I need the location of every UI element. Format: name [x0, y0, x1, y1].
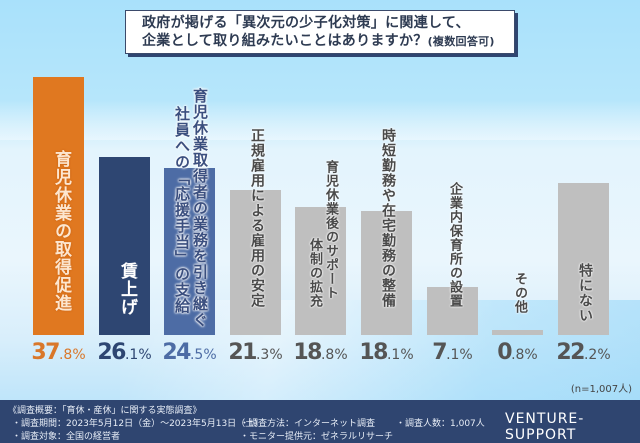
title-line-2: 企業として取り組みたいことはありますか？(複数回答可)	[142, 32, 514, 51]
value-decimal: .3%	[255, 347, 283, 363]
bar-label: 企業内保育所の設置	[447, 182, 462, 308]
bar	[33, 77, 84, 335]
bar	[427, 287, 478, 335]
footer-period: ・調査期間：2023年5月12日（金）～2023年5月13日（土）	[12, 419, 264, 429]
bar-value-label: 18.1%	[352, 340, 422, 370]
value-decimal: .5%	[189, 347, 217, 363]
value-integer: 18	[359, 340, 388, 365]
bar-label: 育児休業の取得促進	[51, 150, 71, 312]
bar-value-label: 7.1%	[418, 340, 488, 370]
footer-heading: 《調査概要：「育休・産休」に関する実態調査》	[8, 406, 202, 416]
value-integer: 18	[293, 340, 322, 365]
value-integer: 26	[97, 340, 126, 365]
value-decimal: .8%	[320, 347, 348, 363]
value-decimal: .8%	[58, 347, 86, 363]
title-line-1: 政府が掲げる「異次元の少子化対策」に関連して、	[142, 14, 470, 31]
bar-value-label: 37.8%	[24, 340, 94, 370]
value-decimal: .1%	[386, 347, 414, 363]
value-integer: 21	[228, 340, 257, 365]
title-note: (複数回答可)	[427, 34, 495, 48]
bar	[295, 207, 346, 335]
footer-provider: ・モニター提供元：ゼネラルリサーチ	[240, 432, 394, 442]
background-band	[0, 100, 640, 140]
bar-label: その他	[512, 272, 527, 314]
footer-target: ・調査対象：全国の経営者	[12, 432, 121, 442]
value-decimal: .2%	[583, 347, 611, 363]
bar-label: 正規雇用による雇用の安定	[249, 128, 265, 308]
value-decimal: .1%	[446, 347, 473, 363]
bar-label: 育児休業取得者の業務を引き継ぐ	[191, 88, 209, 328]
bar-value-label: 0.8%	[483, 340, 553, 370]
value-integer: 7	[432, 340, 447, 365]
bar-label: 育児休業後のサポート	[323, 160, 338, 300]
bar	[99, 157, 150, 335]
bar-label: 体制の拡充	[307, 238, 322, 308]
value-integer: 24	[162, 340, 191, 365]
footer-count: ・調査人数：1,007人	[396, 419, 485, 429]
bar-label: 特にない	[577, 263, 593, 323]
footer-method: ・調査方法：インターネット調査	[240, 419, 376, 429]
bar	[361, 211, 412, 335]
bar-value-label: 24.5%	[155, 340, 225, 370]
value-integer: 22	[556, 340, 585, 365]
value-decimal: .8%	[511, 347, 538, 363]
bar	[230, 190, 281, 335]
sample-size-note: (n=1,007人)	[570, 384, 632, 395]
title-line-2-text: 企業として取り組みたいことはありますか？	[142, 32, 428, 49]
survey-footer: 《調査概要：「育休・産休」に関する実態調査》 ・調査期間：2023年5月12日（…	[0, 400, 640, 443]
bar	[492, 330, 543, 335]
brand-logo: VENTURE-SUPPORT	[505, 411, 585, 443]
chart-title-box: 政府が掲げる「異次元の少子化対策」に関連して、 企業として取り組みたいことはあり…	[125, 10, 515, 54]
bar-label: 社員への「応援手当」の支給	[173, 106, 191, 314]
bar-value-label: 21.3%	[221, 340, 291, 370]
value-integer: 0	[497, 340, 512, 365]
value-integer: 37	[31, 340, 60, 365]
bar-value-label: 18.8%	[286, 340, 356, 370]
bar	[164, 168, 215, 335]
bar	[558, 183, 609, 335]
bar-value-label: 26.1%	[90, 340, 160, 370]
value-decimal: .1%	[124, 347, 152, 363]
bar-label: 賃上げ	[117, 262, 137, 316]
bar-value-label: 22.2%	[549, 340, 619, 370]
bar-label: 時短勤務や在宅勤務の整備	[380, 128, 396, 308]
